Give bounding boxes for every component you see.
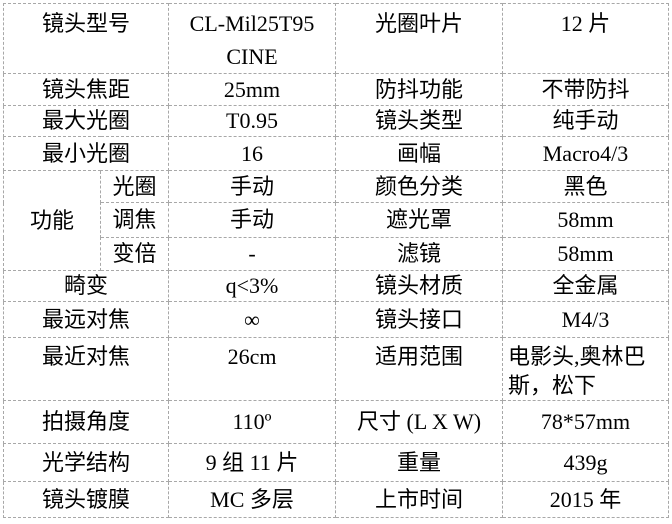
table-row: 功能 光圈 手动 颜色分类 黑色 xyxy=(3,170,670,271)
table-row: 畸变 q<3% 镜头材质 全金属 xyxy=(2,270,670,302)
table-row: 最大光圈 T0.95 镜头类型 纯手动 xyxy=(2,105,670,137)
feature-sub-label-cell: 光圈 xyxy=(99,170,170,203)
spec-label-cell: 防抖功能 xyxy=(335,73,504,106)
table-row: 最近对焦 26cm 适用范围 电影头,奥林巴斯，松下 xyxy=(2,337,670,401)
spec-value-cell: 58mm xyxy=(502,237,670,271)
spec-label-cell: 尺寸 (L X W) xyxy=(335,400,504,444)
table-row: 拍摄角度 110º 尺寸 (L X W) 78*57mm xyxy=(2,400,670,444)
spec-label-cell: 最小光圈 xyxy=(2,136,170,171)
spec-label-cell: 滤镜 xyxy=(335,237,504,271)
feature-sub-label-cell: 变倍 xyxy=(99,237,170,271)
table-row: 光学结构 9 组 11 片 重量 439g xyxy=(2,443,670,482)
table-row: 调焦 手动 遮光罩 58mm xyxy=(4,202,670,238)
spec-value-cell: 手动 xyxy=(168,170,337,203)
spec-label-cell: 畸变 xyxy=(2,270,170,302)
spec-value-cell: 78*57mm xyxy=(502,400,670,444)
spec-value-cell: 2015 年 xyxy=(502,481,670,518)
spec-value-cell: 手动 xyxy=(168,202,337,238)
table-row: 镜头型号 CL-Mil25T95 CINE 光圈叶片 12 片 xyxy=(2,3,670,74)
spec-value-cell: 26cm xyxy=(168,337,337,401)
spec-value-cell: 黑色 xyxy=(502,170,670,203)
spec-value-cell: 12 片 xyxy=(502,3,670,74)
spec-value-cell: 全金属 xyxy=(502,270,670,302)
spec-label-cell: 重量 xyxy=(335,443,504,482)
spec-value-cell: CL-Mil25T95 CINE xyxy=(168,3,337,74)
spec-label-cell: 光圈叶片 xyxy=(335,3,504,74)
spec-label-cell: 拍摄角度 xyxy=(2,400,170,444)
spec-value-cell: M4/3 xyxy=(502,301,670,338)
spec-label-cell: 最近对焦 xyxy=(2,337,170,401)
spec-value-cell: 25mm xyxy=(168,73,337,106)
spec-value-cell: Macro4/3 xyxy=(502,136,670,171)
spec-label-cell: 镜头材质 xyxy=(335,270,504,302)
table-row: 镜头焦距 25mm 防抖功能 不带防抖 xyxy=(2,73,670,106)
spec-value-cell: 9 组 11 片 xyxy=(168,443,337,482)
spec-label-cell: 颜色分类 xyxy=(335,170,504,203)
spec-value-cell: 纯手动 xyxy=(502,105,670,137)
spec-label-cell: 最大光圈 xyxy=(2,105,170,137)
spec-label-cell: 镜头焦距 xyxy=(2,73,170,106)
spec-label-cell: 上市时间 xyxy=(335,481,504,518)
table-row: 变倍 - 滤镜 58mm xyxy=(4,237,670,271)
spec-label-cell: 镜头接口 xyxy=(335,301,504,338)
feature-sub-label-cell: 调焦 xyxy=(99,202,170,238)
spec-value-cell: T0.95 xyxy=(168,105,337,137)
lens-spec-table: 镜头型号 CL-Mil25T95 CINE 光圈叶片 12 片 镜头焦距 25m… xyxy=(2,3,670,518)
spec-value-cell: 58mm xyxy=(502,202,670,238)
spec-label-cell: 光学结构 xyxy=(2,443,170,482)
spec-value-cell: 439g xyxy=(502,443,670,482)
table-row: 最远对焦 ∞ 镜头接口 M4/3 xyxy=(2,301,670,338)
feature-group-cell: 功能 xyxy=(3,170,101,271)
spec-label-cell: 遮光罩 xyxy=(335,202,504,238)
spec-value-cell: - xyxy=(168,237,337,271)
spec-label-cell: 适用范围 xyxy=(335,337,504,401)
spec-label-cell: 镜头镀膜 xyxy=(2,481,170,518)
spec-value-cell: MC 多层 xyxy=(168,481,337,518)
spec-label-cell: 镜头类型 xyxy=(335,105,504,137)
spec-value-cell: 电影头,奥林巴斯，松下 xyxy=(502,337,670,401)
spec-label-cell: 画幅 xyxy=(335,136,504,171)
table-row: 最小光圈 16 画幅 Macro4/3 xyxy=(2,136,670,171)
spec-value-cell: 110º xyxy=(168,400,337,444)
spec-value-cell: 16 xyxy=(168,136,337,171)
table-row: 镜头镀膜 MC 多层 上市时间 2015 年 xyxy=(2,481,670,518)
spec-value-cell: ∞ xyxy=(168,301,337,338)
spec-label-cell: 镜头型号 xyxy=(2,3,170,74)
spec-label-cell: 最远对焦 xyxy=(2,301,170,338)
spec-value-cell: 不带防抖 xyxy=(502,73,670,106)
spec-value-cell: q<3% xyxy=(168,270,337,302)
